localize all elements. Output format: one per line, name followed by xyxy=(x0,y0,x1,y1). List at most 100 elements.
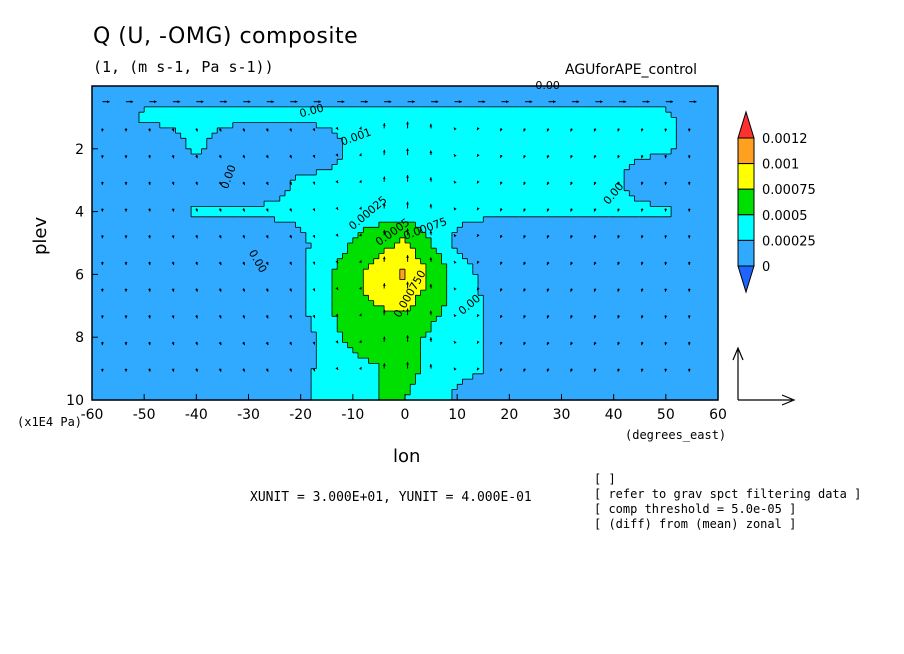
heatmap-cell xyxy=(363,284,370,291)
heatmap-cell xyxy=(253,133,260,139)
heatmap-cell xyxy=(566,295,573,302)
heatmap-cell xyxy=(660,253,667,260)
heatmap-cell xyxy=(644,86,651,92)
heatmap-cell xyxy=(373,279,380,286)
heatmap-cell xyxy=(258,269,265,275)
heatmap-cell xyxy=(462,274,469,281)
heatmap-cell xyxy=(316,133,323,139)
heatmap-cell xyxy=(644,159,651,166)
heatmap-cell xyxy=(582,106,589,113)
heatmap-cell xyxy=(660,263,667,270)
heatmap-cell xyxy=(566,143,573,150)
heatmap-cell xyxy=(258,232,265,239)
heatmap-cell xyxy=(488,290,495,296)
heatmap-cell xyxy=(504,122,510,129)
heatmap-cell xyxy=(624,91,630,98)
heatmap-cell xyxy=(571,122,578,129)
heatmap-cell xyxy=(185,201,192,207)
heatmap-cell xyxy=(206,185,213,192)
heatmap-cell xyxy=(243,143,250,150)
heatmap-cell xyxy=(519,180,526,187)
heatmap-cell xyxy=(347,195,354,202)
heatmap-cell xyxy=(519,169,526,176)
heatmap-cell xyxy=(222,86,229,92)
heatmap-cell xyxy=(175,117,182,124)
heatmap-cell xyxy=(425,195,432,202)
heatmap-cell xyxy=(211,91,218,98)
heatmap-cell xyxy=(201,190,208,197)
heatmap-cell xyxy=(561,290,568,296)
heatmap-cell xyxy=(697,143,703,150)
heatmap-cell xyxy=(384,122,390,129)
heatmap-cell xyxy=(227,232,234,239)
heatmap-cell xyxy=(535,106,542,113)
heatmap-cell xyxy=(274,117,281,124)
heatmap-cell xyxy=(650,263,656,270)
heatmap-cell xyxy=(603,211,610,218)
heatmap-cell xyxy=(185,269,192,275)
heatmap-cell xyxy=(258,127,265,134)
heatmap-cell xyxy=(530,180,537,187)
heatmap-cell xyxy=(483,290,490,296)
heatmap-cell xyxy=(238,133,244,139)
heatmap-cell xyxy=(660,258,667,265)
heatmap-cell xyxy=(316,190,323,197)
heatmap-cell xyxy=(274,201,281,207)
heatmap-cell xyxy=(420,101,427,108)
heatmap-cell xyxy=(258,222,265,228)
heatmap-cell xyxy=(295,154,302,160)
heatmap-cell xyxy=(634,143,641,150)
heatmap-cell xyxy=(269,232,276,239)
heatmap-cell xyxy=(107,269,114,275)
heatmap-cell xyxy=(358,96,364,103)
heatmap-cell xyxy=(342,227,349,234)
heatmap-cell xyxy=(405,185,411,192)
heatmap-cell xyxy=(258,91,265,98)
heatmap-cell xyxy=(238,284,244,291)
heatmap-cell xyxy=(671,232,677,239)
heatmap-cell xyxy=(483,138,490,145)
heatmap-cell xyxy=(248,206,255,213)
heatmap-cell xyxy=(691,133,698,139)
heatmap-cell xyxy=(285,195,291,202)
heatmap-cell xyxy=(253,117,260,124)
heatmap-cell xyxy=(165,174,171,181)
heatmap-cell xyxy=(97,279,104,286)
heatmap-cell xyxy=(311,86,317,92)
heatmap-cell xyxy=(243,263,250,270)
heatmap-cell xyxy=(504,206,510,213)
heatmap-cell xyxy=(420,117,427,124)
heatmap-cell xyxy=(697,86,703,92)
heatmap-cell xyxy=(582,258,589,265)
heatmap-cell xyxy=(368,159,375,166)
heatmap-cell xyxy=(566,174,573,181)
heatmap-cell xyxy=(154,133,161,139)
heatmap-cell xyxy=(253,101,260,108)
heatmap-cell xyxy=(686,248,693,255)
heatmap-cell xyxy=(441,127,448,134)
heatmap-cell xyxy=(483,180,490,187)
heatmap-cell xyxy=(258,211,265,218)
heatmap-cell xyxy=(358,274,364,281)
heatmap-cell xyxy=(462,143,469,150)
heatmap-cell xyxy=(707,253,714,260)
heatmap-cell xyxy=(253,263,260,270)
heatmap-cell xyxy=(592,216,599,223)
heatmap-cell xyxy=(243,253,250,260)
heatmap-cell xyxy=(300,295,307,302)
heatmap-cell xyxy=(712,222,719,228)
heatmap-cell xyxy=(608,86,615,92)
heatmap-cell xyxy=(441,232,448,239)
heatmap-cell xyxy=(472,86,479,92)
heatmap-cell xyxy=(159,174,166,181)
heatmap-cell xyxy=(326,222,333,228)
heatmap-cell xyxy=(655,185,662,192)
heatmap-cell xyxy=(97,195,104,202)
heatmap-cell xyxy=(196,295,203,302)
heatmap-cell xyxy=(629,101,636,108)
heatmap-cell xyxy=(530,190,537,197)
heatmap-cell xyxy=(389,138,396,145)
heatmap-cell xyxy=(571,169,578,176)
heatmap-cell xyxy=(211,248,218,255)
heatmap-cell xyxy=(331,258,338,265)
